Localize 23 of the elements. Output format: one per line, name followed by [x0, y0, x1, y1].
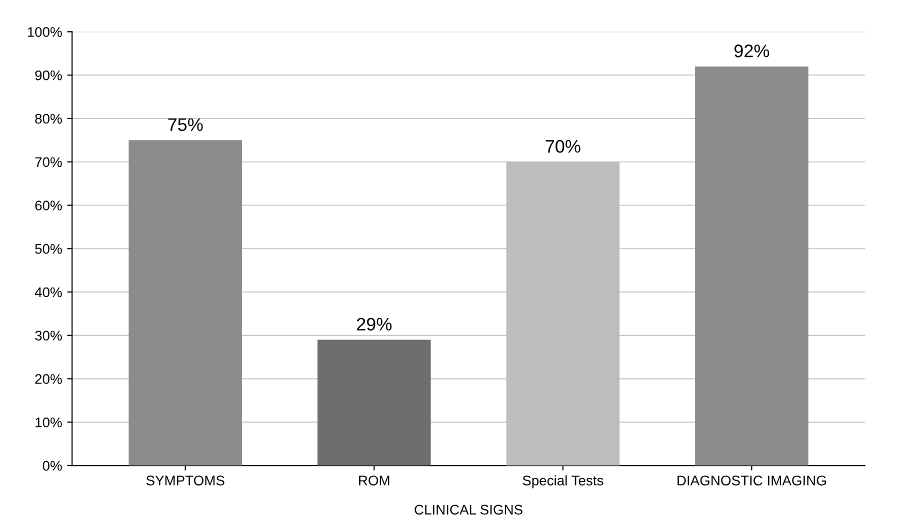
text: CLINICAL SIGNS [414, 504, 522, 515]
data-label: 92% [734, 44, 770, 58]
data-label: 29% [356, 318, 392, 331]
y-tick-label: 70% [35, 157, 62, 168]
data-label: 70% [546, 140, 580, 153]
y-tick-label: 0% [42, 460, 62, 471]
y-tick-label: 10% [36, 417, 62, 428]
x-tick-label: Special Tests [522, 475, 604, 488]
y-tick-label: 80% [35, 114, 62, 124]
bar [695, 66, 808, 466]
y-tick-label: 100% [28, 27, 62, 37]
y-tick-label: 40% [34, 287, 62, 298]
y-tick-label: 50% [35, 244, 62, 254]
x-tick-label: ROM [359, 476, 390, 486]
y-tick-label: 60% [35, 200, 62, 210]
bar [317, 340, 431, 466]
x-tick-label: SYMPTOMS [146, 476, 224, 486]
y-tick-label: 30% [35, 330, 62, 341]
y-tick-label: 90% [35, 70, 62, 80]
y-tick-label: 20% [35, 374, 62, 384]
x-tick-label: DIAGNOSTIC IMAGING [678, 476, 826, 486]
data-label: 75% [168, 118, 203, 132]
bar [128, 140, 242, 466]
